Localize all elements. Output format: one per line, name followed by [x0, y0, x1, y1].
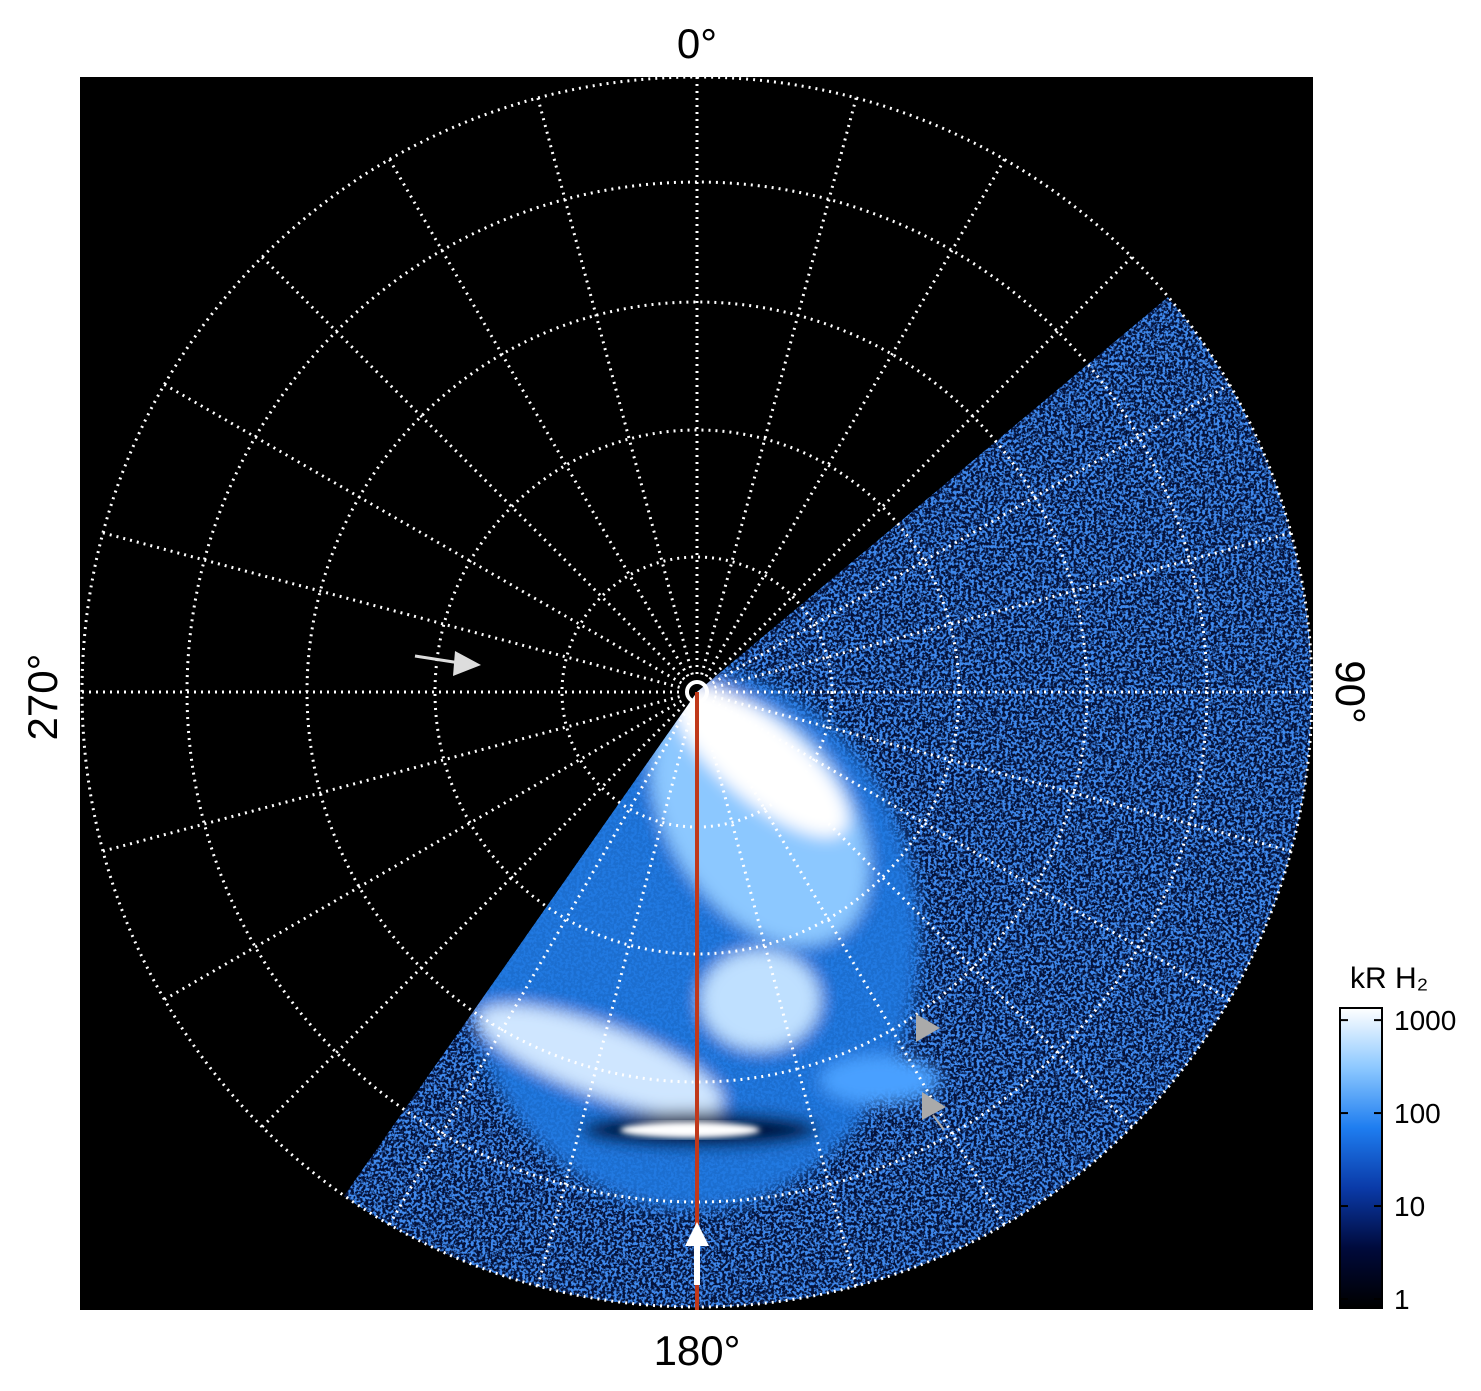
- meridian: [536, 97, 694, 676]
- meridian: [711, 383, 1231, 685]
- meridian: [261, 256, 686, 681]
- meridian: [102, 695, 681, 853]
- colorbar-tick-label: 1: [1394, 1284, 1410, 1315]
- meridian: [704, 706, 1006, 1226]
- meridian: [102, 531, 681, 689]
- angle-label: 90°: [1327, 660, 1374, 724]
- colorbar-label: kR H₂: [1350, 962, 1428, 995]
- angle-label: 180°: [654, 1327, 741, 1374]
- meridian: [713, 695, 1292, 853]
- colorbar-tick-label: 10: [1394, 1191, 1425, 1222]
- meridian: [700, 708, 858, 1287]
- meridian: [708, 256, 1133, 681]
- meridian: [163, 383, 683, 685]
- meridian: [700, 97, 858, 676]
- arrowhead: [916, 1014, 940, 1042]
- angle-label: 270°: [19, 654, 66, 741]
- polar-grid: [80, 75, 1314, 1309]
- meridian: [711, 699, 1231, 1001]
- meridian: [388, 158, 690, 678]
- meridian: [261, 703, 686, 1128]
- meridian: [713, 531, 1292, 689]
- meridian: [704, 158, 1006, 678]
- arrow: [414, 651, 481, 676]
- angle-label: 0°: [677, 20, 717, 67]
- colorbar-tick-label: 100: [1394, 1098, 1441, 1129]
- meridian: [536, 708, 694, 1287]
- colorbar-tick-label: 1000: [1394, 1005, 1456, 1036]
- meridian: [163, 699, 683, 1001]
- colorbar: [1339, 1007, 1383, 1309]
- arrow: [685, 1222, 709, 1285]
- arrowhead: [922, 1092, 946, 1131]
- meridian: [388, 706, 690, 1226]
- meridian: [708, 703, 1133, 1128]
